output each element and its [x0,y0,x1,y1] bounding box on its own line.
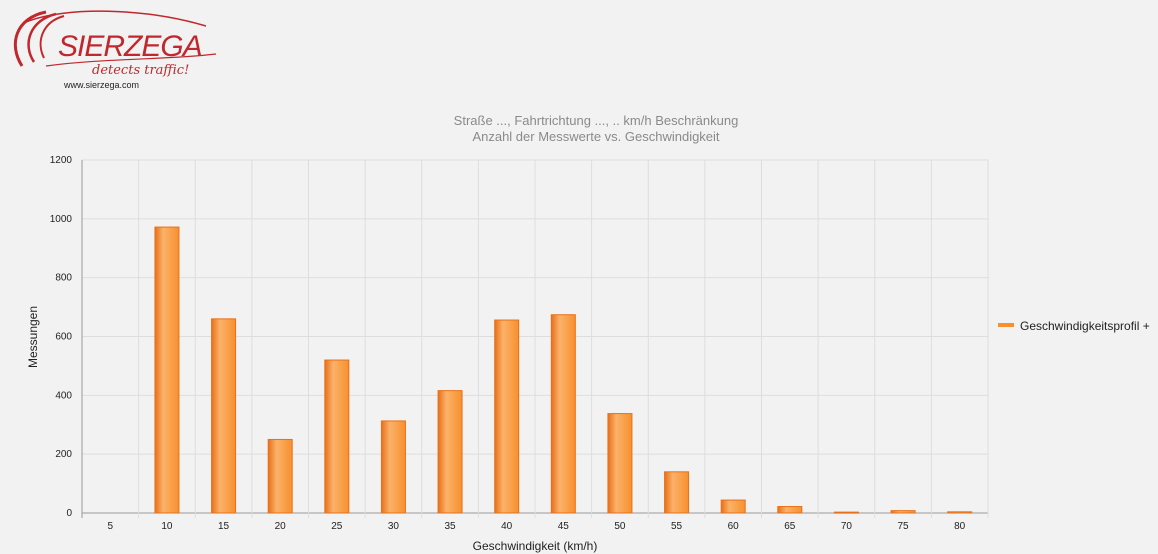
x-tick-label: 10 [161,521,173,532]
bar-30[interactable] [380,420,406,514]
x-tick-label: 65 [784,521,796,532]
y-tick-label: 0 [66,508,72,519]
x-tick-label: 30 [388,521,400,532]
bar-20[interactable] [267,438,293,514]
y-tick-label: 1000 [50,214,73,225]
x-tick-label: 75 [898,521,910,532]
legend-label: Geschwindigkeitsprofil + [1020,319,1150,333]
x-tick-label: 80 [954,521,966,532]
y-tick-label: 600 [55,332,72,343]
y-tick-label: 400 [55,390,72,401]
y-tick-label: 1200 [50,155,73,166]
bar-80[interactable] [947,511,973,514]
bar-15[interactable] [211,318,237,514]
x-tick-label: 60 [728,521,740,532]
bar-35[interactable] [437,390,463,514]
logo-tagline: detects traffic! [92,63,189,78]
x-tick-label: 45 [558,521,570,532]
bar-65[interactable] [777,506,803,514]
x-tick-label: 40 [501,521,513,532]
legend-swatch [998,323,1014,327]
chart-subtitle: Anzahl der Messwerte vs. Geschwindigkeit [472,129,719,144]
x-tick-label: 70 [841,521,853,532]
bar-75[interactable] [890,510,916,514]
y-axis-ticks: 0 200 400 600 800 1000 1200 [50,155,73,519]
y-tick-label: 200 [55,449,72,460]
logo-url: www.sierzega.com [63,80,139,90]
x-tick-label: 20 [275,521,287,532]
bar-70[interactable] [833,511,859,514]
bar-25[interactable] [324,359,350,514]
sierzega-logo: SIERZEGA detects traffic! www.sierzega.c… [13,10,217,90]
bar-10[interactable] [154,226,180,514]
y-axis-title: Messungen [26,306,40,368]
bar-60[interactable] [720,499,746,514]
bar-50[interactable] [607,413,633,514]
bar-45[interactable] [550,314,576,514]
bar-40[interactable] [494,319,520,514]
x-axis-ticks: 5 10 15 20 25 30 35 40 45 50 55 60 65 70 75 80 [108,521,966,532]
y-tick-label: 800 [55,273,72,284]
bars [154,226,973,514]
x-tick-label: 15 [218,521,230,532]
chart-title: Straße ..., Fahrtrichtung ..., .. km/h B… [454,113,739,128]
bar-55[interactable] [664,471,690,514]
x-axis-title: Geschwindigkeit (km/h) [473,539,598,553]
x-tick-label: 55 [671,521,683,532]
x-tick-label: 5 [108,521,114,532]
x-tick-label: 25 [331,521,343,532]
x-tick-label: 50 [614,521,626,532]
x-tick-label: 35 [445,521,457,532]
legend[interactable]: Geschwindigkeitsprofil + [998,319,1150,333]
